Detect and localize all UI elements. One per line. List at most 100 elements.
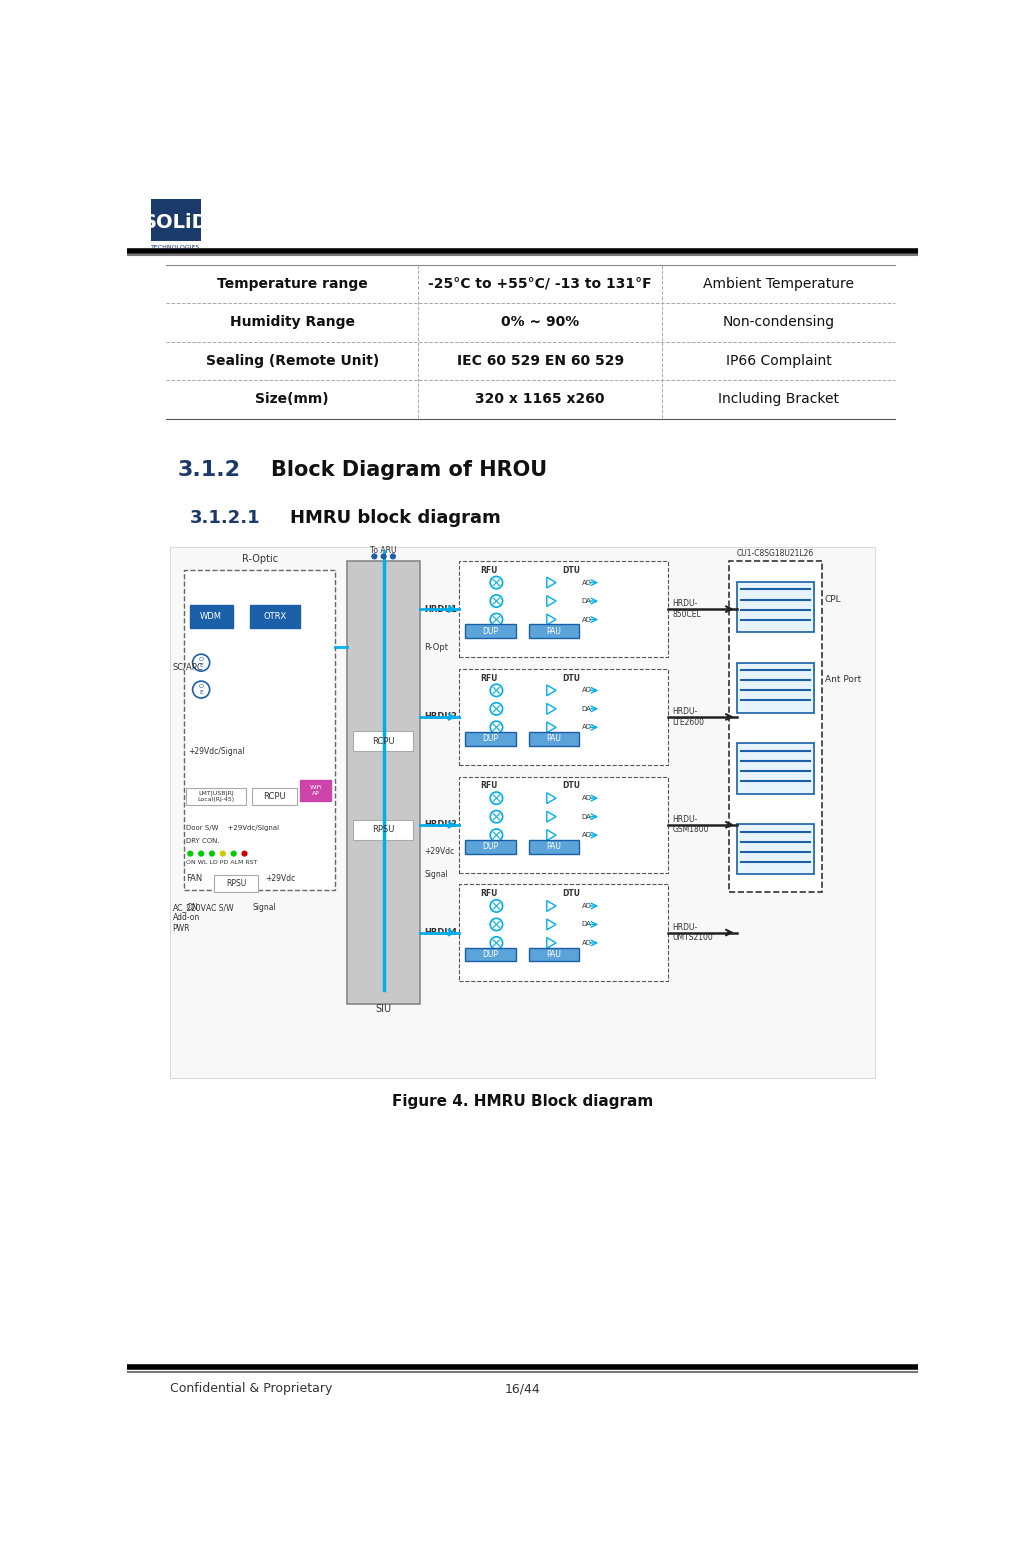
Circle shape <box>490 792 502 805</box>
Text: LMT|USB|RJ
Local(RJ-45): LMT|USB|RJ Local(RJ-45) <box>197 791 234 802</box>
FancyBboxPatch shape <box>252 788 297 805</box>
Text: AD: AD <box>581 616 591 622</box>
FancyBboxPatch shape <box>459 561 667 658</box>
Text: AC_220V: AC_220V <box>172 903 206 911</box>
FancyBboxPatch shape <box>191 605 232 628</box>
Text: SOLiD: SOLiD <box>143 213 208 231</box>
Text: WiFi
AP: WiFi AP <box>309 785 322 796</box>
FancyBboxPatch shape <box>736 581 813 631</box>
Text: AD: AD <box>581 903 591 910</box>
Text: +29Vdc/Signal: +29Vdc/Signal <box>187 747 245 755</box>
Text: FAN: FAN <box>186 874 203 883</box>
Text: R-Optic: R-Optic <box>242 555 277 564</box>
Circle shape <box>230 850 236 857</box>
Text: IP66 Complaint: IP66 Complaint <box>725 353 830 367</box>
Text: SIU: SIU <box>375 1003 391 1014</box>
Text: RCPU: RCPU <box>263 792 285 802</box>
Text: Temperature range: Temperature range <box>217 277 367 291</box>
Circle shape <box>490 613 502 625</box>
Text: DUP: DUP <box>482 735 497 744</box>
Text: AD: AD <box>581 939 591 946</box>
Text: HRDU-
850CEL: HRDU- 850CEL <box>672 600 700 619</box>
FancyBboxPatch shape <box>465 731 516 746</box>
Text: ON WL LD PD ALM RST: ON WL LD PD ALM RST <box>186 860 258 866</box>
FancyBboxPatch shape <box>183 570 335 889</box>
Polygon shape <box>546 722 555 733</box>
Polygon shape <box>546 703 555 714</box>
Polygon shape <box>546 938 555 949</box>
Text: O
E: O E <box>199 685 204 696</box>
Text: AD: AD <box>581 832 591 838</box>
Text: AD: AD <box>581 688 591 694</box>
Circle shape <box>242 850 248 857</box>
Circle shape <box>187 850 194 857</box>
Text: RFU: RFU <box>480 889 497 899</box>
Text: RCPU: RCPU <box>372 736 394 746</box>
Circle shape <box>490 596 502 606</box>
Circle shape <box>490 936 502 949</box>
Circle shape <box>490 919 502 930</box>
Text: RFU: RFU <box>480 782 497 791</box>
Circle shape <box>219 850 225 857</box>
FancyBboxPatch shape <box>353 731 413 752</box>
Text: RFU: RFU <box>480 566 497 575</box>
Text: CPL: CPL <box>824 594 841 603</box>
Circle shape <box>490 721 502 733</box>
Circle shape <box>380 553 386 560</box>
FancyBboxPatch shape <box>250 605 300 628</box>
FancyBboxPatch shape <box>729 561 821 892</box>
Text: R-Opt: R-Opt <box>424 642 448 652</box>
FancyBboxPatch shape <box>529 624 579 638</box>
Text: HRDU-
UMTS2100: HRDU- UMTS2100 <box>672 922 712 942</box>
Polygon shape <box>546 614 555 625</box>
Text: DTU: DTU <box>562 889 580 899</box>
Circle shape <box>193 681 210 699</box>
Text: To ARU: To ARU <box>370 545 396 555</box>
Text: Block Diagram of HROU: Block Diagram of HROU <box>271 461 546 480</box>
Text: Non-condensing: Non-condensing <box>721 316 834 330</box>
Polygon shape <box>546 900 555 911</box>
Text: HRDU-
LTE2600: HRDU- LTE2600 <box>672 706 704 727</box>
Polygon shape <box>546 830 555 841</box>
Text: RPSU: RPSU <box>225 878 246 888</box>
Text: IEC 60 529 EN 60 529: IEC 60 529 EN 60 529 <box>457 353 624 367</box>
FancyBboxPatch shape <box>736 824 813 874</box>
Text: DA: DA <box>581 599 591 603</box>
Text: DTU: DTU <box>562 782 580 791</box>
Text: HMRU block diagram: HMRU block diagram <box>290 508 500 527</box>
Polygon shape <box>546 577 555 588</box>
Text: Humidity Range: Humidity Range <box>229 316 355 330</box>
FancyBboxPatch shape <box>465 839 516 853</box>
Circle shape <box>490 703 502 714</box>
Text: 3.1.2.1: 3.1.2.1 <box>190 508 260 527</box>
Text: AD: AD <box>581 796 591 802</box>
FancyBboxPatch shape <box>465 624 516 638</box>
Circle shape <box>490 577 502 589</box>
Text: Add-on
PWR: Add-on PWR <box>172 913 200 933</box>
Text: DA: DA <box>581 922 591 927</box>
Text: 16/44: 16/44 <box>504 1382 540 1396</box>
Circle shape <box>490 685 502 697</box>
Circle shape <box>193 655 210 671</box>
Text: Size(mm): Size(mm) <box>255 392 329 406</box>
Text: DTU: DTU <box>562 566 580 575</box>
Text: DUP: DUP <box>482 950 497 960</box>
Text: RPSU: RPSU <box>372 825 394 835</box>
Text: Figure 4. HMRU Block diagram: Figure 4. HMRU Block diagram <box>391 1094 653 1110</box>
FancyBboxPatch shape <box>459 669 667 764</box>
Text: DRY CON.: DRY CON. <box>186 838 220 844</box>
FancyBboxPatch shape <box>353 819 413 839</box>
Polygon shape <box>546 919 555 930</box>
FancyBboxPatch shape <box>529 731 579 746</box>
Text: Ambient Temperature: Ambient Temperature <box>702 277 853 291</box>
FancyBboxPatch shape <box>459 885 667 980</box>
Text: DUP: DUP <box>482 627 497 636</box>
Text: SC/APC: SC/APC <box>172 663 203 671</box>
Text: OTRX: OTRX <box>263 613 286 621</box>
Text: RFU: RFU <box>480 674 497 683</box>
Text: WDM: WDM <box>200 613 222 621</box>
Text: PAU: PAU <box>546 627 560 636</box>
Text: Signal: Signal <box>252 903 276 911</box>
FancyBboxPatch shape <box>465 947 516 961</box>
FancyBboxPatch shape <box>459 777 667 872</box>
